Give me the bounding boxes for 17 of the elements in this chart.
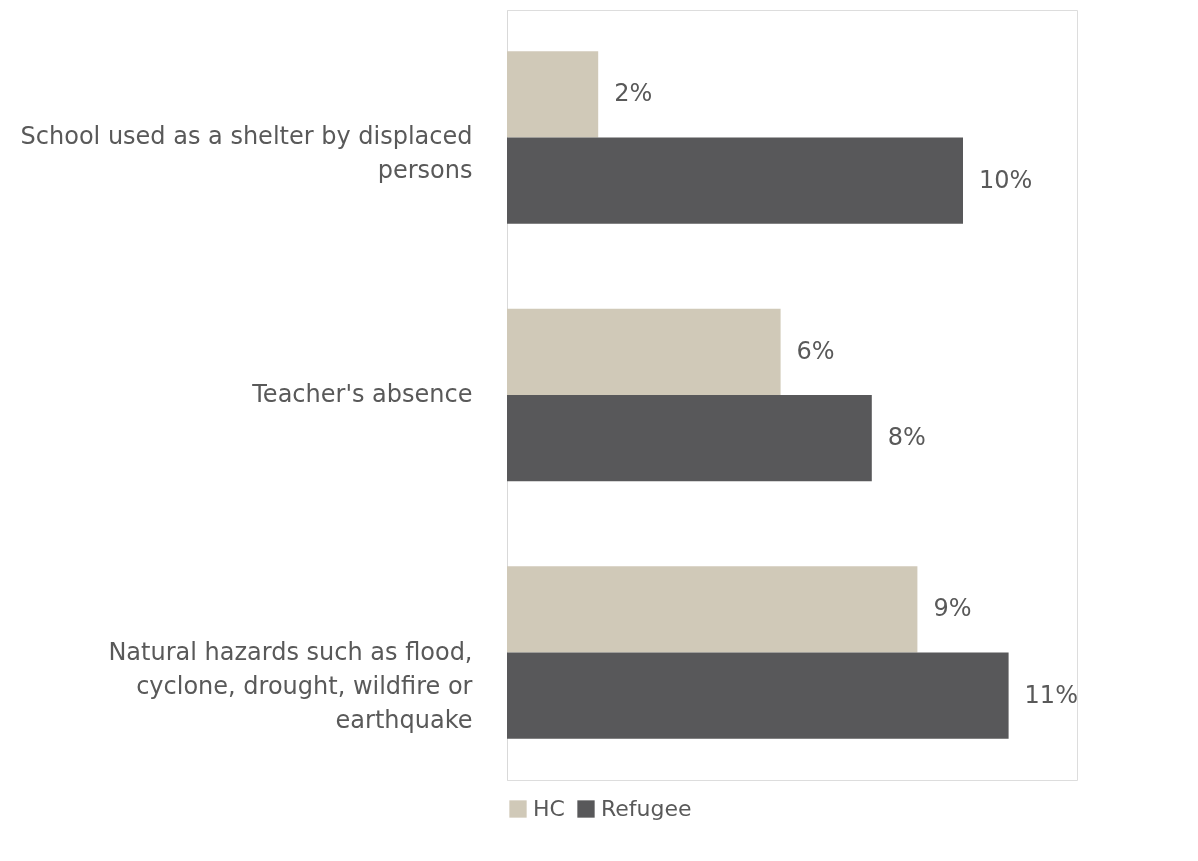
bar xyxy=(507,308,781,395)
bar xyxy=(507,566,918,653)
bar xyxy=(507,137,963,224)
data-label: 2% xyxy=(614,79,653,108)
bar xyxy=(507,652,1009,739)
y-tick-label: School used as a shelter by displaced persons xyxy=(20,122,473,185)
data-label: 9% xyxy=(933,594,972,623)
data-label: 10% xyxy=(979,165,1033,194)
y-tick-label: Teacher's absence xyxy=(251,380,473,408)
data-label: 11% xyxy=(1024,680,1078,709)
data-label: 6% xyxy=(796,336,835,365)
data-label: 8% xyxy=(887,423,926,452)
legend-label: HC xyxy=(533,796,565,821)
bar xyxy=(507,51,599,138)
legend-label: Refugee xyxy=(601,796,692,821)
bar xyxy=(507,395,872,482)
y-tick-label: Natural hazards such as flood, cyclone, drought, wildfire or earthquake xyxy=(108,637,473,734)
